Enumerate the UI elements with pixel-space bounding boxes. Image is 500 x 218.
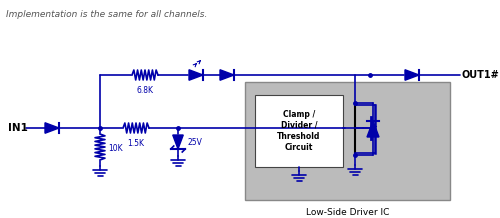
Text: OUT1#: OUT1#	[462, 70, 500, 80]
Text: IN1: IN1	[8, 123, 28, 133]
Text: 10K: 10K	[108, 143, 122, 153]
Polygon shape	[367, 121, 379, 137]
Polygon shape	[405, 70, 419, 80]
Polygon shape	[189, 70, 203, 80]
Text: 25V: 25V	[187, 138, 202, 146]
Text: Implementation is the same for all channels.: Implementation is the same for all chann…	[6, 10, 207, 19]
Polygon shape	[220, 70, 234, 80]
Polygon shape	[45, 123, 59, 133]
Bar	[255, 95, 343, 167]
Polygon shape	[173, 135, 183, 149]
Text: 1.5K: 1.5K	[128, 139, 144, 148]
Text: 6.8K: 6.8K	[136, 86, 154, 95]
Text: Clamp /
Divider /
Threshold
Circuit: Clamp / Divider / Threshold Circuit	[278, 110, 320, 152]
Bar	[245, 82, 450, 200]
Text: Low-Side Driver IC: Low-Side Driver IC	[306, 208, 389, 217]
